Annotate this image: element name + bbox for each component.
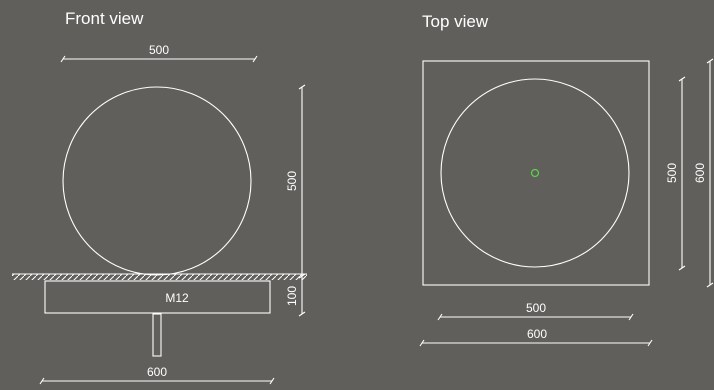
anchor-bolt <box>152 313 162 357</box>
square-base-top <box>422 60 650 286</box>
front-base-height-dimension <box>298 276 306 317</box>
base-label: M12 <box>165 291 189 305</box>
front-base-width-dimension <box>39 377 275 385</box>
top-square-width-dimension <box>419 339 653 347</box>
center-marker <box>530 168 540 178</box>
top-square-height-dimension <box>706 58 714 288</box>
front-base-height-label: 100 <box>285 286 299 306</box>
top-ball-width-label: 500 <box>526 301 546 315</box>
top-square-height-label: 600 <box>693 163 707 183</box>
top-ball-height-label: 500 <box>665 163 679 183</box>
ball-top <box>440 78 630 268</box>
front-height-label: 500 <box>285 171 299 191</box>
ground-line <box>12 273 307 280</box>
front-base-width-label: 600 <box>147 365 167 379</box>
front-view-title: Front view <box>65 9 144 28</box>
front-width-label: 500 <box>149 43 169 57</box>
top-square-width-label: 600 <box>527 327 547 341</box>
front-ball-height-dimension <box>298 84 306 279</box>
top-ball-width-dimension <box>437 313 634 321</box>
front-width-dimension <box>60 55 258 63</box>
front-view <box>12 55 307 385</box>
base-plate <box>44 280 271 314</box>
top-ball-height-dimension <box>678 76 686 271</box>
top-view <box>419 58 714 347</box>
top-view-title: Top view <box>422 12 489 31</box>
ball-front <box>62 86 252 276</box>
